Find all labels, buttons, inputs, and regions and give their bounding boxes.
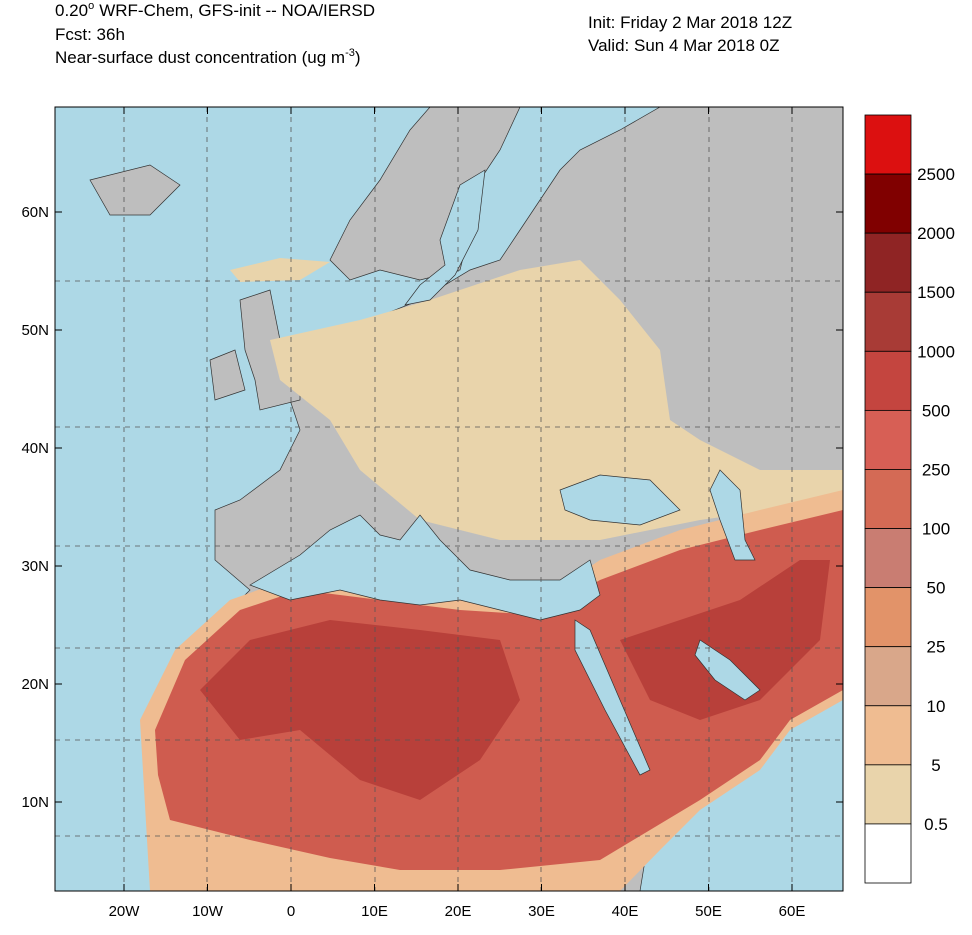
model: WRF-Chem, GFS-init -- NOA/IERSD [99, 1, 375, 20]
ireland [209, 349, 246, 401]
colorbar-bin [864, 350, 912, 411]
colorbar-label: 5 [931, 756, 940, 775]
lat-label: 10N [21, 794, 49, 811]
colorbar-label: 250 [922, 460, 950, 479]
dust-sea [230, 258, 330, 282]
unit-exp: -3 [345, 47, 355, 59]
colorbar-label: 25 [927, 638, 946, 657]
lat-label: 60N [21, 204, 49, 221]
colorbar-bin [864, 587, 912, 648]
lon-label: 10W [192, 903, 224, 920]
colorbar-bin [864, 291, 912, 352]
lat-label: 30N [21, 558, 49, 575]
field: Near-surface dust concentration (ug m [55, 48, 345, 67]
valid-time: Valid: Sun 4 Mar 2018 0Z [588, 36, 780, 55]
lat-label: 20N [21, 676, 49, 693]
graticule [55, 107, 843, 891]
persian-gulf [694, 639, 761, 701]
colorbar-label: 1000 [917, 342, 955, 361]
colorbar-bin [864, 114, 912, 175]
colorbar-bin [864, 173, 912, 234]
title-line: 0.20o WRF-Chem, GFS-init -- NOA/IERSD [55, 0, 375, 20]
forecast: Fcst: 36h [55, 25, 125, 44]
lat-label: 50N [21, 322, 49, 339]
lat-label: 40N [21, 440, 49, 457]
colorbar-bin [864, 409, 912, 470]
lon-label: 60E [779, 903, 806, 920]
colorbar-bin [864, 646, 912, 707]
baltic [404, 169, 486, 306]
lon-label: 10E [361, 903, 388, 920]
colorbar-bin [864, 705, 912, 766]
dust-core [200, 620, 520, 800]
colorbar-label: 2000 [917, 224, 955, 243]
caspian [709, 469, 756, 561]
colorbar-label: 10 [927, 697, 946, 716]
init-time: Init: Friday 2 Mar 2018 12Z [588, 13, 792, 32]
scandinavia [329, 107, 521, 281]
lon-label: 20W [109, 903, 141, 920]
map [55, 107, 843, 891]
colorbar-label: 0.5 [924, 815, 948, 834]
colorbar-bin [864, 823, 912, 884]
dust-core-arabia [620, 560, 830, 720]
map-frame [54, 106, 844, 892]
degree: o [88, 0, 94, 12]
colorbar-bin [864, 232, 912, 293]
colorbar-label: 100 [922, 520, 950, 539]
colorbar-label: 2500 [917, 165, 955, 184]
colorbar-label: 50 [927, 579, 946, 598]
red-sea [574, 619, 651, 776]
colorbar-bin [864, 764, 912, 825]
lon-label: 0 [287, 903, 295, 920]
lon-label: 40E [612, 903, 639, 920]
dust-europe [270, 260, 843, 540]
field-end: ) [355, 48, 361, 67]
mediterranean [249, 514, 601, 621]
lon-label: 50E [695, 903, 722, 920]
colorbar-bin [864, 528, 912, 589]
iceland [89, 164, 181, 216]
colorbar-bin [864, 469, 912, 529]
black-sea [559, 474, 681, 526]
resolution: 0.20 [55, 1, 88, 20]
colorbar-label: 1500 [917, 283, 955, 302]
lon-label: 30E [528, 903, 555, 920]
field-line: Near-surface dust concentration (ug m-3) [55, 47, 361, 67]
colorbar-label: 500 [922, 401, 950, 420]
lon-label: 20E [445, 903, 472, 920]
